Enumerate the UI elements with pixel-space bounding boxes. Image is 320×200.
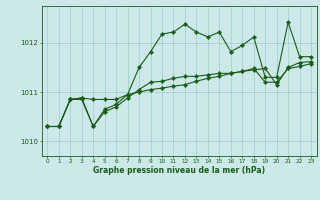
X-axis label: Graphe pression niveau de la mer (hPa): Graphe pression niveau de la mer (hPa) xyxy=(93,166,265,175)
